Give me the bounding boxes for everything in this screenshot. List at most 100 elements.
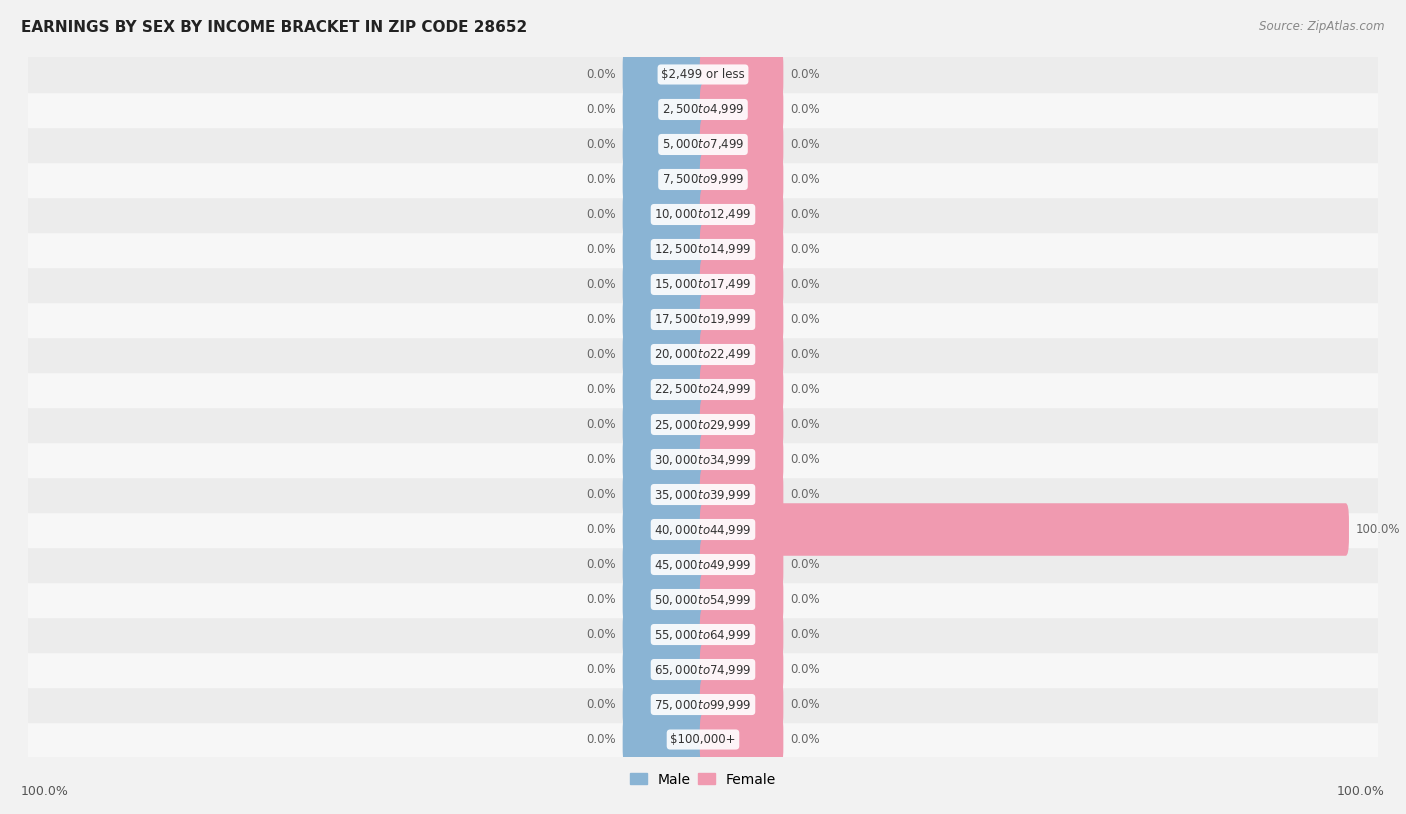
FancyBboxPatch shape (700, 83, 783, 136)
FancyBboxPatch shape (623, 433, 706, 486)
FancyBboxPatch shape (700, 293, 783, 346)
Bar (28, 337, 1378, 372)
Text: $75,000 to $99,999: $75,000 to $99,999 (654, 698, 752, 711)
Text: $25,000 to $29,999: $25,000 to $29,999 (654, 418, 752, 431)
Bar (28, 617, 1378, 652)
Text: 0.0%: 0.0% (586, 698, 616, 711)
Bar (28, 407, 1378, 442)
FancyBboxPatch shape (700, 678, 783, 731)
Text: 0.0%: 0.0% (790, 383, 820, 396)
Text: $50,000 to $54,999: $50,000 to $54,999 (654, 593, 752, 606)
FancyBboxPatch shape (623, 293, 706, 346)
Text: 0.0%: 0.0% (586, 418, 616, 431)
FancyBboxPatch shape (700, 188, 783, 241)
Text: 0.0%: 0.0% (586, 488, 616, 501)
Text: EARNINGS BY SEX BY INCOME BRACKET IN ZIP CODE 28652: EARNINGS BY SEX BY INCOME BRACKET IN ZIP… (21, 20, 527, 35)
FancyBboxPatch shape (623, 573, 706, 626)
Bar (28, 652, 1378, 687)
Text: 0.0%: 0.0% (790, 313, 820, 326)
Text: Source: ZipAtlas.com: Source: ZipAtlas.com (1260, 20, 1385, 33)
Text: $17,500 to $19,999: $17,500 to $19,999 (654, 313, 752, 326)
Bar (28, 197, 1378, 232)
FancyBboxPatch shape (623, 258, 706, 311)
FancyBboxPatch shape (623, 678, 706, 731)
Text: $100,000+: $100,000+ (671, 733, 735, 746)
FancyBboxPatch shape (700, 433, 783, 486)
Text: 0.0%: 0.0% (790, 628, 820, 641)
Text: 0.0%: 0.0% (790, 733, 820, 746)
FancyBboxPatch shape (700, 538, 783, 591)
Legend: Male, Female: Male, Female (624, 767, 782, 792)
Bar (28, 127, 1378, 162)
Text: 0.0%: 0.0% (586, 138, 616, 151)
Text: 100.0%: 100.0% (21, 785, 69, 798)
Text: 0.0%: 0.0% (586, 348, 616, 361)
Text: $45,000 to $49,999: $45,000 to $49,999 (654, 558, 752, 571)
Text: 0.0%: 0.0% (790, 68, 820, 81)
Text: 100.0%: 100.0% (1337, 785, 1385, 798)
Text: 0.0%: 0.0% (586, 173, 616, 186)
FancyBboxPatch shape (623, 538, 706, 591)
Bar (28, 232, 1378, 267)
Bar (28, 442, 1378, 477)
Bar (28, 477, 1378, 512)
FancyBboxPatch shape (700, 328, 783, 381)
Text: 0.0%: 0.0% (790, 453, 820, 466)
FancyBboxPatch shape (700, 503, 1348, 556)
Text: $2,500 to $4,999: $2,500 to $4,999 (662, 103, 744, 116)
FancyBboxPatch shape (623, 503, 706, 556)
FancyBboxPatch shape (623, 188, 706, 241)
Text: 0.0%: 0.0% (790, 243, 820, 256)
Bar (28, 512, 1378, 547)
FancyBboxPatch shape (623, 48, 706, 101)
Text: $2,499 or less: $2,499 or less (661, 68, 745, 81)
FancyBboxPatch shape (623, 713, 706, 766)
FancyBboxPatch shape (700, 608, 783, 661)
FancyBboxPatch shape (623, 398, 706, 451)
Text: $5,000 to $7,499: $5,000 to $7,499 (662, 138, 744, 151)
FancyBboxPatch shape (700, 363, 783, 416)
FancyBboxPatch shape (700, 258, 783, 311)
FancyBboxPatch shape (623, 83, 706, 136)
FancyBboxPatch shape (623, 118, 706, 171)
Text: $65,000 to $74,999: $65,000 to $74,999 (654, 663, 752, 676)
Text: 0.0%: 0.0% (790, 593, 820, 606)
Text: 0.0%: 0.0% (790, 418, 820, 431)
Bar (28, 92, 1378, 127)
Text: 0.0%: 0.0% (790, 278, 820, 291)
Text: 0.0%: 0.0% (586, 453, 616, 466)
Text: 0.0%: 0.0% (790, 173, 820, 186)
Text: 0.0%: 0.0% (586, 103, 616, 116)
Text: $55,000 to $64,999: $55,000 to $64,999 (654, 628, 752, 641)
FancyBboxPatch shape (700, 713, 783, 766)
FancyBboxPatch shape (700, 398, 783, 451)
Text: 0.0%: 0.0% (790, 208, 820, 221)
Text: $10,000 to $12,499: $10,000 to $12,499 (654, 208, 752, 221)
FancyBboxPatch shape (623, 153, 706, 206)
Bar (28, 687, 1378, 722)
Text: 0.0%: 0.0% (586, 278, 616, 291)
Text: 0.0%: 0.0% (586, 243, 616, 256)
Text: 0.0%: 0.0% (790, 698, 820, 711)
Text: 0.0%: 0.0% (586, 523, 616, 536)
FancyBboxPatch shape (623, 223, 706, 276)
Bar (28, 302, 1378, 337)
FancyBboxPatch shape (623, 328, 706, 381)
FancyBboxPatch shape (700, 573, 783, 626)
Text: 0.0%: 0.0% (586, 208, 616, 221)
Text: 0.0%: 0.0% (790, 103, 820, 116)
Text: $40,000 to $44,999: $40,000 to $44,999 (654, 523, 752, 536)
Text: 0.0%: 0.0% (586, 383, 616, 396)
Text: $7,500 to $9,999: $7,500 to $9,999 (662, 173, 744, 186)
Bar (28, 722, 1378, 757)
Text: 0.0%: 0.0% (586, 558, 616, 571)
Text: 0.0%: 0.0% (586, 313, 616, 326)
Text: 100.0%: 100.0% (1355, 523, 1400, 536)
FancyBboxPatch shape (623, 608, 706, 661)
FancyBboxPatch shape (700, 48, 783, 101)
Text: 0.0%: 0.0% (790, 138, 820, 151)
FancyBboxPatch shape (700, 118, 783, 171)
FancyBboxPatch shape (700, 223, 783, 276)
Text: 0.0%: 0.0% (586, 68, 616, 81)
FancyBboxPatch shape (700, 153, 783, 206)
